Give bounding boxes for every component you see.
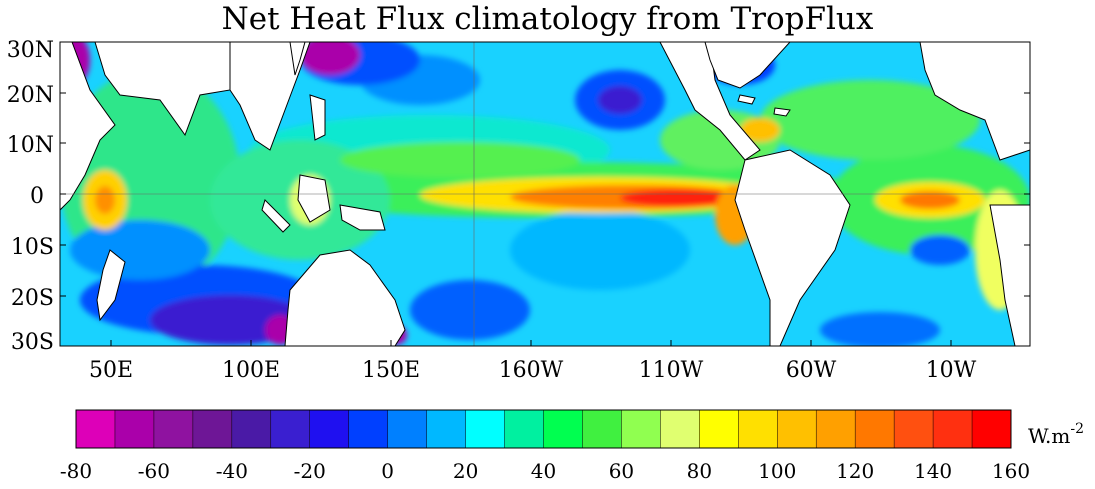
colorbar-swatch (465, 410, 506, 448)
colorbar-swatch (738, 410, 778, 448)
lat-label: 0 (30, 184, 44, 209)
colorbar-swatch (855, 410, 895, 448)
colorbar-swatch (699, 410, 739, 448)
colorbar-swatch (972, 410, 1012, 448)
unit-exponent: -2 (1070, 421, 1084, 437)
colorbar-tick-label: 0 (381, 459, 394, 483)
lat-label: 10N (7, 133, 54, 158)
colorbar-frame (75, 409, 1012, 449)
lon-label: 100E (222, 358, 280, 383)
colorbar-swatch (504, 410, 544, 448)
colorbar-swatch (777, 410, 817, 448)
colorbar-tick-label: 40 (531, 459, 556, 483)
colorbar-swatch (231, 410, 272, 448)
colorbar-swatch (153, 410, 194, 448)
colorbar-swatch (582, 410, 622, 448)
colorbar-tick-label: 60 (609, 459, 634, 483)
colorbar-tick-label: 100 (758, 459, 796, 483)
lon-label: 150E (362, 358, 420, 383)
lon-label: 10W (926, 358, 977, 383)
lat-label: 20S (11, 286, 54, 311)
colorbar-swatch (894, 410, 934, 448)
colorbar-tick-label: 160 (992, 459, 1030, 483)
lat-label: 30S (11, 330, 54, 355)
lon-label: 60W (786, 358, 837, 383)
colorbar-tick-label: -80 (60, 459, 92, 483)
colorbar-swatch (270, 410, 311, 448)
colorbar-swatch (114, 410, 155, 448)
lat-axis: 30N 20N 10N 0 10S 20S 30S (7, 38, 1030, 355)
colorbar-ticks: -80 -60 -40 -20 0 20 40 60 80 100 120 140 160 (60, 459, 1030, 483)
colorbar-tick-label: -20 (294, 459, 326, 483)
colorbar-tick-label: 20 (453, 459, 478, 483)
lon-label: 50E (89, 358, 133, 383)
colorbar-swatch (816, 410, 856, 448)
colorbar-unit: W.m-2 (1028, 421, 1084, 448)
unit-base: W.m (1028, 424, 1070, 448)
lat-label: 10S (11, 235, 54, 260)
colorbar-tick-label: 120 (836, 459, 874, 483)
colorbar-swatch (933, 410, 973, 448)
colorbar-swatch (348, 410, 389, 448)
colorbar-tick-label: 80 (687, 459, 712, 483)
colorbar (76, 410, 1012, 448)
flux-field (60, 42, 1030, 346)
lat-label: 20N (7, 83, 54, 108)
colorbar-tick-label: -60 (138, 459, 170, 483)
lon-label: 160W (499, 358, 564, 383)
land-mask (60, 42, 1030, 346)
lon-axis: 50E 100E 150E 160W 110W 60W 10W (89, 340, 977, 383)
colorbar-swatch (543, 410, 583, 448)
colorbar-tick-label: 140 (914, 459, 952, 483)
colorbar-swatch (621, 410, 661, 448)
colorbar-swatch (660, 410, 700, 448)
colorbar-swatch (309, 410, 350, 448)
colorbar-swatch (426, 410, 467, 448)
colorbar-swatch (192, 410, 233, 448)
lat-label: 30N (7, 38, 54, 63)
colorbar-tick-label: -40 (216, 459, 248, 483)
lon-label: 110W (639, 358, 704, 383)
colorbar-swatch (387, 410, 428, 448)
map-title: Net Heat Flux climatology from TropFlux (221, 1, 874, 37)
colorbar-swatch (76, 410, 116, 448)
